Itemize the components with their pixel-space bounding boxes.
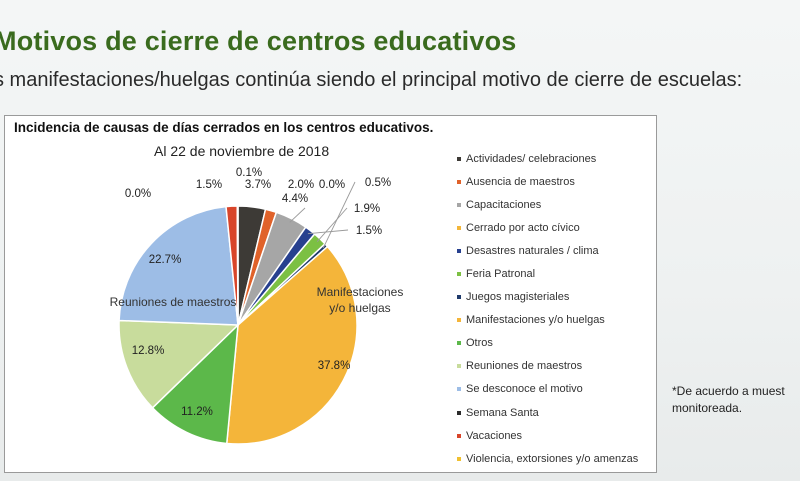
leader-line-juegos-magisteriales	[322, 181, 356, 249]
value-label-violencia-extorsiones-y-o-amenzas: 0.1%	[236, 167, 262, 179]
slide-subtitle: s manifestaciones/huelgas continúa siend…	[0, 69, 743, 91]
pie-slice-violencia-extorsiones-y-o-amenzas	[236, 205, 239, 326]
legend-item-ausencia-de-maestros: Ausencia de maestros	[457, 170, 657, 193]
legend-swatch	[457, 410, 461, 415]
legend-label: Feria Patronal	[466, 268, 536, 281]
value-label-extra-1: 2.0%	[288, 179, 314, 191]
chart-panel: Incidencia de causas de días cerrados en…	[4, 115, 657, 473]
legend-item-desastres-naturales-clima: Desastres naturales / clima	[457, 239, 657, 262]
category-label-manifestaciones-y-o-huelgas-line-1: Manifestaciones	[317, 285, 404, 299]
legend-label: Capacitaciones	[466, 198, 542, 211]
legend-label: Violencia, extorsiones y/o amenzas	[466, 452, 639, 465]
category-label-reuniones-de-maestros: Reuniones de maestros	[110, 295, 237, 309]
legend-label: Manifestaciones y/o huelgas	[466, 314, 605, 327]
legend-swatch	[457, 456, 461, 461]
value-label-feria-patronal: 1.9%	[354, 203, 380, 215]
legend-item-actividades-celebraciones: Actividades/ celebraciones	[457, 147, 657, 170]
pie-chart: 3.7% 1.5% 4.4% 0.0% 1.5% 1.9% 0.5% 37.8% 11.2% 12…	[110, 167, 404, 445]
legend-item-juegos-magisteriales: Juegos magisteriales	[457, 286, 657, 309]
legend-label: Cerrado por acto cívico	[466, 221, 580, 234]
pie-slice-manifestaciones-y-o-huelgas	[225, 245, 358, 445]
footnote-line-2: monitoreada.	[672, 401, 743, 415]
legend-label: Reuniones de maestros	[466, 360, 583, 373]
value-label-desastres-naturales-clima: 1.5%	[356, 225, 382, 237]
legend-swatch	[457, 318, 461, 323]
legend-label: Otros	[466, 337, 493, 350]
value-label-otros: 11.2%	[181, 406, 213, 418]
leader-line-feria-patronal	[316, 207, 348, 242]
legend-swatch	[457, 248, 461, 253]
legend-label: Vacaciones	[466, 429, 523, 442]
legend-swatch	[457, 225, 461, 230]
legend-item-violencia-extorsiones-y-o-amenzas: Violencia, extorsiones y/o amenzas	[457, 447, 657, 470]
slide-title: Motivos de cierre de centros educativos	[0, 26, 517, 56]
value-label-extra-2: 0.0%	[319, 179, 345, 191]
legend-label: Ausencia de maestros	[466, 175, 575, 188]
legend-item-reuniones-de-maestros: Reuniones de maestros	[457, 355, 657, 378]
chart-legend: Actividades/ celebraciones Ausencia de ma…	[457, 147, 657, 470]
legend-swatch	[457, 156, 461, 161]
legend-label: Se desconoce el motivo	[466, 383, 583, 396]
value-label-manifestaciones-y-o-huelgas: 37.8%	[318, 360, 351, 372]
legend-item-semana-santa: Semana Santa	[457, 401, 657, 424]
legend-item-feria-patronal: Feria Patronal	[457, 262, 657, 285]
leader-line-capacitaciones	[289, 207, 306, 223]
legend-item-otros: Otros	[457, 332, 657, 355]
legend-item-se-desconoce-el-motivo: Se desconoce el motivo	[457, 378, 657, 401]
pie-slice-otros	[151, 323, 239, 445]
legend-item-capacitaciones: Capacitaciones	[457, 193, 657, 216]
pie-slice-se-desconoce-el-motivo	[118, 205, 239, 326]
value-label-reuniones-de-maestros: 12.8%	[132, 345, 165, 357]
legend-swatch	[457, 272, 461, 277]
legend-label: Juegos magisteriales	[466, 291, 570, 304]
value-label-se-desconoce-el-motivo: 22.7%	[149, 254, 182, 266]
legend-label: Actividades/ celebraciones	[466, 152, 597, 165]
value-label-juegos-magisteriales: 0.5%	[365, 177, 391, 189]
legend-swatch	[457, 364, 461, 369]
legend-swatch	[457, 433, 461, 438]
legend-label: Semana Santa	[466, 406, 539, 419]
legend-swatch	[457, 387, 461, 392]
legend-item-cerrado-por-acto-civico: Cerrado por acto cívico	[457, 216, 657, 239]
legend-item-vacaciones: Vacaciones	[457, 424, 657, 447]
legend-swatch	[457, 202, 461, 207]
legend-label: Desastres naturales / clima	[466, 244, 599, 257]
value-label-capacitaciones: 4.4%	[282, 193, 308, 205]
value-label-ausencia-de-maestros: 1.5%	[196, 179, 222, 191]
value-label-cerrado-por-acto-civico: 0.0%	[125, 188, 151, 200]
category-label-manifestaciones-y-o-huelgas-line-2: y/o huelgas	[329, 301, 390, 315]
legend-item-manifestaciones-y-o-huelgas: Manifestaciones y/o huelgas	[457, 309, 657, 332]
value-label-actividades-celebraciones: 3.7%	[245, 179, 271, 191]
chart-title: Incidencia de causas de días cerrados en…	[14, 120, 434, 135]
footnote-line-1: *De acuerdo a muest	[672, 384, 785, 398]
legend-swatch	[457, 179, 461, 184]
legend-swatch	[457, 295, 461, 300]
chart-subtitle: Al 22 de noviembre de 2018	[154, 143, 330, 159]
footnote: *De acuerdo a muest monitoreada.	[672, 383, 785, 417]
pie-slice-reuniones-de-maestros	[118, 319, 240, 409]
legend-swatch	[457, 341, 461, 346]
leader-line-desastres-naturales-clima	[307, 229, 349, 235]
